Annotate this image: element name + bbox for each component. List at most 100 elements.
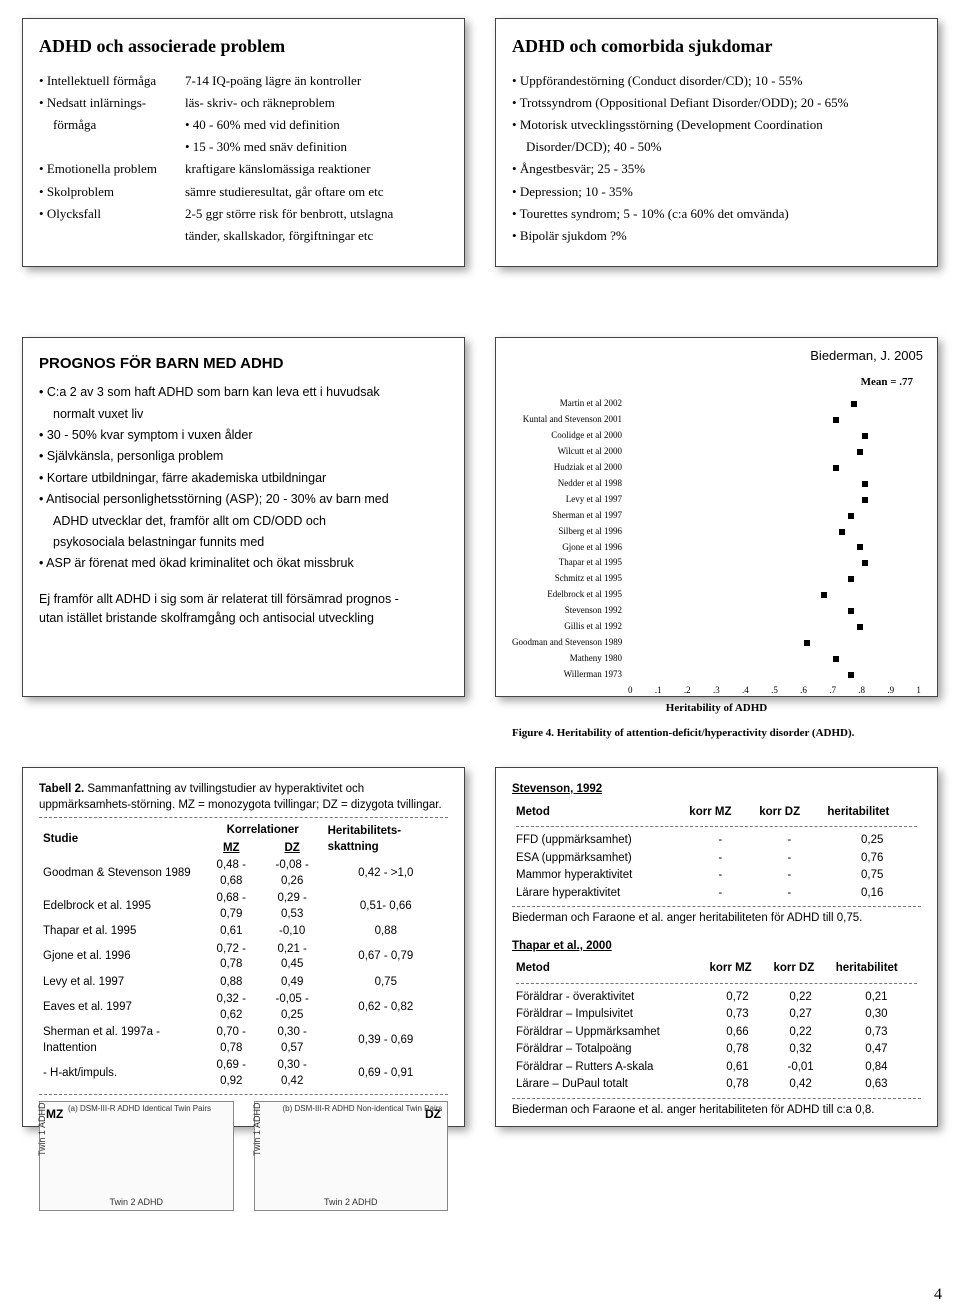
- table-cell: Sherman et al. 1997a - Inattention: [39, 1024, 202, 1057]
- forest-point: [862, 433, 868, 439]
- table-cell: 0,75: [324, 974, 448, 992]
- table-row: ESA (uppmärksamhet)--0,76: [512, 850, 921, 868]
- table-cell: 0,88: [202, 974, 261, 992]
- axis-tick: .2: [684, 684, 691, 698]
- table-cell: 0,61: [202, 923, 261, 941]
- forest-bar: [628, 400, 921, 408]
- forest-row: Sherman et al 1997: [512, 509, 921, 523]
- forest-row: Kuntal and Stevenson 2001: [512, 413, 921, 427]
- table-cell: 0,42 - >1,0: [324, 857, 448, 890]
- def-val: läs- skriv- och räkneproblem: [185, 93, 448, 113]
- table-cell: -: [755, 850, 823, 868]
- def-val: 2-5 ggr större risk för benbrott, utslag…: [185, 204, 448, 224]
- table-cell: 0,51- 0,66: [324, 890, 448, 923]
- forest-study-label: Martin et al 2002: [512, 397, 622, 411]
- def-key: [39, 226, 179, 246]
- forest-bar: [628, 464, 921, 472]
- th-studie: Studie: [39, 822, 202, 857]
- table-cell: -: [755, 832, 823, 850]
- forest-bar: [628, 480, 921, 488]
- bullet-item: Bipolär sjukdom ?%: [512, 226, 921, 246]
- bullet-item: Trotssyndrom (Oppositional Defiant Disor…: [512, 93, 921, 113]
- table-cell: Föräldrar – Rutters A-skala: [512, 1059, 706, 1077]
- panel3-list: C:a 2 av 3 som haft ADHD som barn kan le…: [39, 383, 448, 573]
- table-cell: 0,73: [706, 1006, 770, 1024]
- table-cell: 0,16: [823, 885, 921, 903]
- forest-xlabel: Heritability of ADHD: [512, 700, 921, 717]
- forest-row: Stevenson 1992: [512, 604, 921, 618]
- table-cell: 0,32 - 0,62: [202, 991, 261, 1024]
- table-cell: 0,27: [769, 1006, 831, 1024]
- bullet-item: psykosociala belastningar funnits med: [39, 533, 448, 552]
- th-kdz: korr DZ: [755, 804, 823, 822]
- table-row: Gjone et al. 19960,72 - 0,780,21 - 0,450…: [39, 941, 448, 974]
- table-cell: 0,48 - 0,68: [202, 857, 261, 890]
- panel-twin-table: Tabell 2. Sammanfattning av tvillingstud…: [22, 767, 465, 1127]
- th-herit: Heritabilitets-skattning: [324, 822, 448, 857]
- table-cell: 0,75: [823, 867, 921, 885]
- scat-dz-yl: Twin 1 ADHD: [250, 1103, 262, 1157]
- forest-bar: [628, 639, 921, 647]
- table-row: Föräldrar - överaktivitet0,720,220,21: [512, 989, 921, 1007]
- forest-study-label: Nedder et al 1998: [512, 477, 622, 491]
- table-cell: 0,30 - 0,57: [261, 1024, 324, 1057]
- forest-bar: [628, 496, 921, 504]
- table-row: - H-akt/impuls.0,69 - 0,920,30 - 0,420,6…: [39, 1057, 448, 1090]
- panel-stevenson-thapar: Stevenson, 1992 Metod korr MZ korr DZ he…: [495, 767, 938, 1127]
- forest-bar: [628, 607, 921, 615]
- panel-prognosis: PROGNOS FÖR BARN MED ADHD C:a 2 av 3 som…: [22, 337, 465, 697]
- forest-point: [862, 481, 868, 487]
- table-cell: 0,72 - 0,78: [202, 941, 261, 974]
- bullet-item: Disorder/DCD); 40 - 50%: [512, 137, 921, 157]
- bullet-item: Depression; 10 - 35%: [512, 182, 921, 202]
- def-val: • 40 - 60% med vid definition: [185, 115, 448, 135]
- forest-row: Silberg et al 1996: [512, 525, 921, 539]
- table-row: Föräldrar – Totalpoäng0,780,320,47: [512, 1041, 921, 1059]
- forest-point: [804, 640, 810, 646]
- forest-axis: 0.1.2.3.4.5.6.7.8.91: [628, 684, 921, 698]
- forest-study-label: Hudziak et al 2000: [512, 461, 622, 475]
- table-cell: -: [755, 885, 823, 903]
- table-cell: FFD (uppmärksamhet): [512, 832, 685, 850]
- def-key: förmåga: [39, 115, 179, 135]
- table-cell: 0,73: [832, 1024, 921, 1042]
- forest-bar: [628, 512, 921, 520]
- table-cell: 0,49: [261, 974, 324, 992]
- panel-heritability-figure: Biederman, J. 2005 Mean = .77 Martin et …: [495, 337, 938, 697]
- th-korr: Korrelationer: [202, 822, 324, 840]
- th-mz: MZ: [202, 840, 261, 858]
- table-cell: Föräldrar – Totalpoäng: [512, 1041, 706, 1059]
- def-val: • 15 - 30% med snäv definition: [185, 137, 448, 157]
- def-val: kraftigare känslomässiga reaktioner: [185, 159, 448, 179]
- scatter-mz: MZ (a) DSM-III-R ADHD Identical Twin Pai…: [39, 1101, 234, 1211]
- forest-point: [862, 497, 868, 503]
- bullet-item: C:a 2 av 3 som haft ADHD som barn kan le…: [39, 383, 448, 402]
- axis-tick: 1: [916, 684, 921, 698]
- th2-kdz: korr DZ: [769, 960, 831, 978]
- panel1-title: ADHD och associerade problem: [39, 33, 448, 61]
- table-cell: 0,61: [706, 1059, 770, 1077]
- figure-caption: Figure 4. Heritability of attention-defi…: [512, 725, 921, 742]
- panel3-footer: Ej framför allt ADHD i sig som är relate…: [39, 590, 448, 629]
- table-cell: 0,47: [832, 1041, 921, 1059]
- bullet-item: Tourettes syndrom; 5 - 10% (c:a 60% det …: [512, 204, 921, 224]
- table-cell: -: [685, 850, 755, 868]
- forest-study-label: Edelbrock et al 1995: [512, 588, 622, 602]
- axis-tick: .7: [829, 684, 836, 698]
- table-row: Eaves et al. 19970,32 - 0,62-0,05 - 0,25…: [39, 991, 448, 1024]
- table-row: Edelbrock et al. 19950,68 - 0,790,29 - 0…: [39, 890, 448, 923]
- table-cell: -: [685, 832, 755, 850]
- panel2-list: Uppförandestörning (Conduct disorder/CD)…: [512, 71, 921, 246]
- forest-study-label: Matheny 1980: [512, 652, 622, 666]
- axis-tick: 0: [628, 684, 633, 698]
- scat-mz-xl: Twin 2 ADHD: [109, 1196, 163, 1208]
- th-metod: Metod: [512, 804, 685, 822]
- forest-point: [862, 560, 868, 566]
- table-cell: Föräldrar - överaktivitet: [512, 989, 706, 1007]
- def-val: sämre studieresultat, går oftare om etc: [185, 182, 448, 202]
- table-cell: -: [685, 867, 755, 885]
- panel-comorbid: ADHD och comorbida sjukdomar Uppförandes…: [495, 18, 938, 267]
- table-cell: 0,32: [769, 1041, 831, 1059]
- forest-row: Martin et al 2002: [512, 397, 921, 411]
- def-val: tänder, skallskador, förgiftningar etc: [185, 226, 448, 246]
